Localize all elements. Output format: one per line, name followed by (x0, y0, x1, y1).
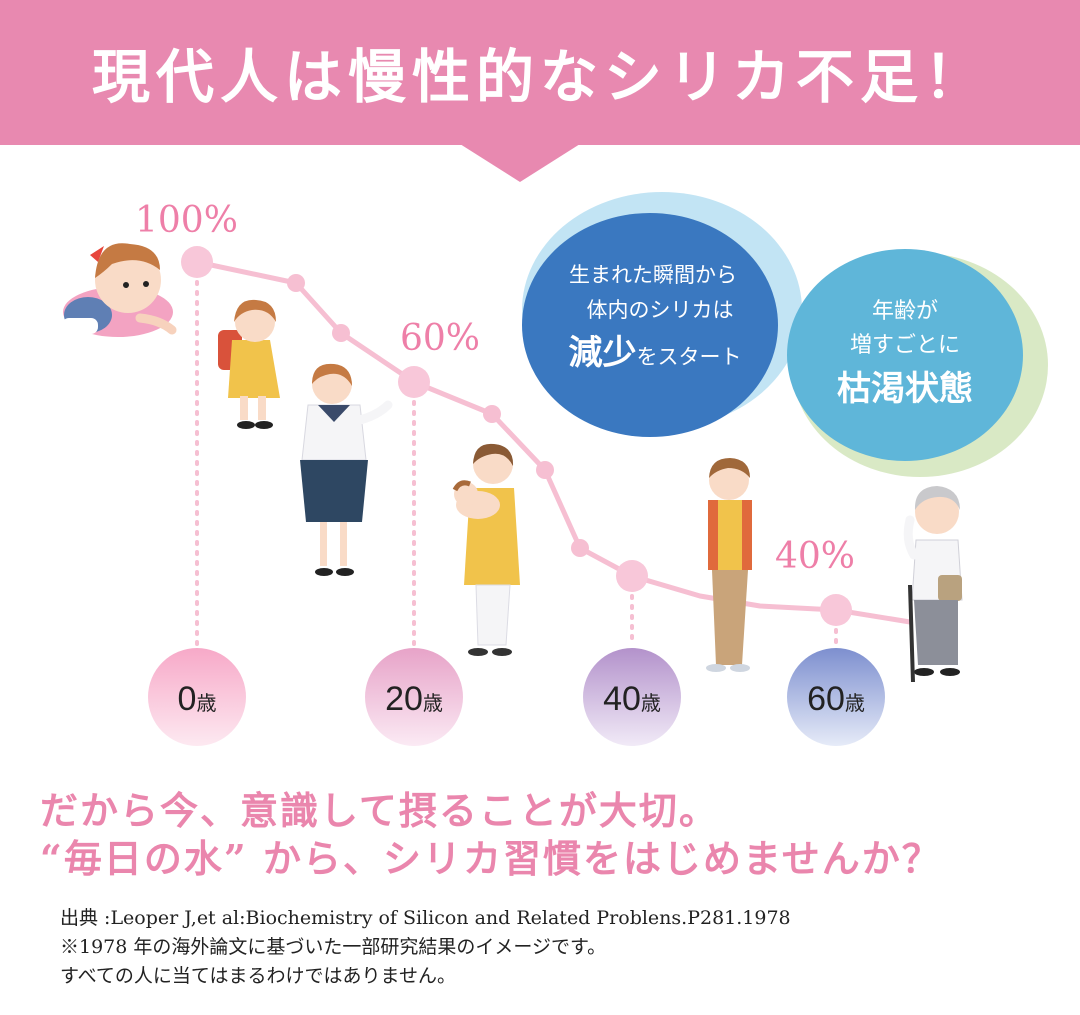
label-100-percent: 100% (135, 200, 238, 241)
baby-illustration (62, 243, 177, 337)
bubble-depleted-state: 年齢が 増すごとに 枯渇状態 (787, 249, 1048, 477)
message-line-1: だから今、意識して摂ることが大切。 (40, 788, 719, 833)
svg-text:減少をスタート: 減少をスタート (569, 333, 742, 373)
age-badge-60: 60歳 (787, 648, 885, 746)
svg-text:0歳: 0歳 (178, 680, 217, 718)
title-banner (0, 0, 1080, 145)
age-badge-0: 0歳 (148, 648, 246, 746)
man-illustration (706, 458, 752, 672)
child-illustration (218, 299, 280, 429)
mother-illustration (452, 443, 520, 656)
svg-text:体内のシリカは: 体内のシリカは (587, 298, 734, 322)
disclaimer-line-2: すべての人に当てはまるわけではありません。 (60, 965, 456, 987)
age-badge-20: 20歳 (365, 648, 463, 746)
label-40-percent: 40% (775, 536, 855, 577)
data-point-20 (398, 366, 430, 398)
data-point-40 (616, 560, 648, 592)
page-title: 現代人は慢性的なシリカ不足！ (91, 43, 988, 111)
banner-pointer (460, 144, 580, 182)
curve-small-dots (287, 274, 589, 557)
decline-curve (196, 259, 911, 625)
svg-text:生まれた瞬間から: 生まれた瞬間から (569, 263, 737, 287)
disclaimer-line-1: ※1978 年の海外論文に基づいた一部研究結果のイメージです。 (60, 936, 607, 958)
svg-text:枯渇状態: 枯渇状態 (837, 369, 973, 409)
data-point-0 (181, 246, 213, 278)
svg-text:年齢が: 年齢が (872, 299, 938, 324)
svg-text:40歳: 40歳 (603, 680, 661, 718)
data-point-60 (820, 594, 852, 626)
svg-text:増すごとに: 増すごとに (850, 333, 960, 358)
label-60-percent: 60% (400, 318, 480, 359)
bubble-decrease-start: 生まれた瞬間から 体内のシリカは 減少をスタート (522, 192, 802, 437)
message-line-2: “毎日の水” から、シリカ習慣をはじめませんか？ (40, 836, 942, 881)
age-badge-40: 40歳 (583, 648, 681, 746)
source-citation: 出典 :Leoper J,et al:Biochemistry of Silic… (60, 907, 791, 929)
svg-text:60歳: 60歳 (807, 680, 865, 718)
svg-text:20歳: 20歳 (385, 680, 443, 718)
student-illustration (300, 363, 393, 576)
elderly-illustration (903, 486, 963, 683)
